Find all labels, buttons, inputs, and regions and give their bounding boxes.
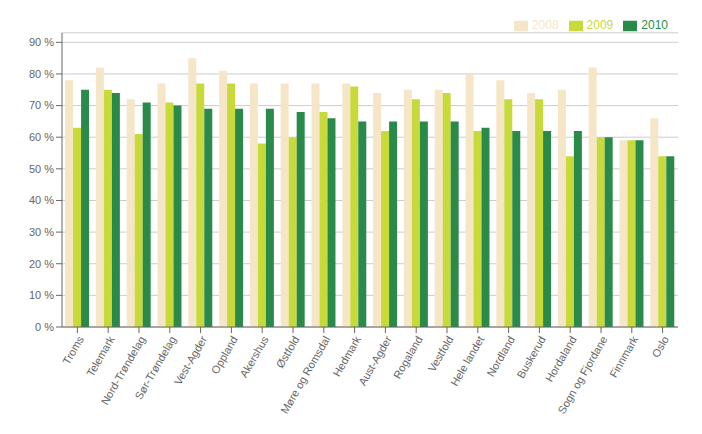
svg-text:Vest-Agder: Vest-Agder [171, 334, 209, 387]
svg-text:Buskerud: Buskerud [514, 334, 548, 380]
svg-text:Sør-Trøndelag: Sør-Trøndelag [132, 334, 178, 402]
svg-text:20 %: 20 % [29, 258, 54, 270]
svg-text:Nordland: Nordland [484, 334, 517, 379]
svg-text:Vestfold: Vestfold [426, 334, 456, 374]
svg-text:Nord-Trøndelag: Nord-Trøndelag [98, 333, 148, 407]
svg-text:50 %: 50 % [29, 163, 54, 175]
svg-text:Aust-Agder: Aust-Agder [356, 334, 394, 388]
svg-text:70 %: 70 % [29, 99, 54, 111]
html-text:2009: 2009 [586, 18, 614, 32]
svg-text:90 %: 90 % [29, 36, 54, 48]
svg-text:Sogn og Fjordane: Sogn og Fjordane [555, 334, 609, 416]
svg-text:Troms: Troms [60, 333, 86, 366]
svg-text:Akershus: Akershus [237, 333, 271, 379]
svg-text:Finnmark: Finnmark [607, 333, 641, 379]
svg-text:Møre og Romsdal: Møre og Romsdal [278, 334, 332, 416]
svg-text:0 %: 0 % [35, 321, 54, 333]
svg-text:Telemark: Telemark [84, 333, 117, 378]
html-text:2008: 2008 [531, 18, 559, 32]
svg-text:30 %: 30 % [29, 226, 54, 238]
svg-text:60 %: 60 % [29, 131, 54, 143]
svg-text:Hordaland: Hordaland [543, 334, 579, 384]
svg-text:10 %: 10 % [29, 289, 54, 301]
svg-text:Oppland: Oppland [209, 334, 240, 376]
svg-text:Hele landet: Hele landet [448, 334, 486, 388]
svg-text:Østfold: Østfold [274, 334, 302, 370]
svg-text:40 %: 40 % [29, 194, 54, 206]
svg-text:Oslo: Oslo [649, 334, 671, 360]
svg-text:80 %: 80 % [29, 68, 54, 80]
svg-text:Rogaland: Rogaland [391, 334, 425, 381]
svg-text:Hedmark: Hedmark [330, 333, 363, 378]
html-text:2010: 2010 [641, 18, 668, 32]
